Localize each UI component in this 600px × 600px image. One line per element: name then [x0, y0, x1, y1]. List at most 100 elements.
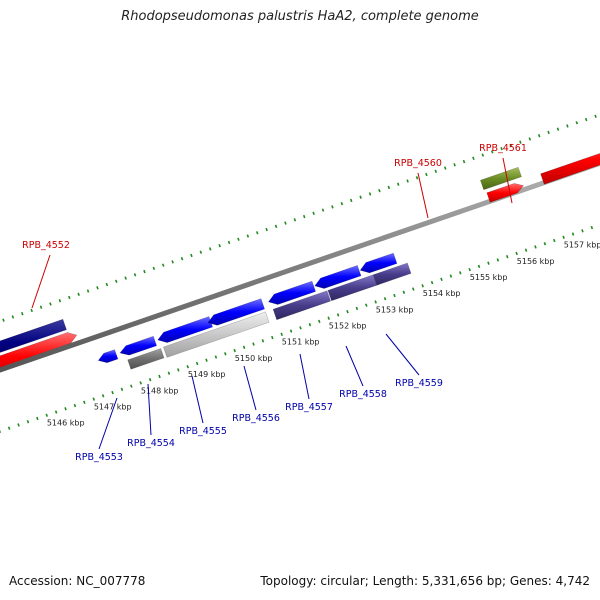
bottom-ruler-tick	[130, 384, 133, 388]
gene-label-bottom[interactable]: RPB_4557	[285, 402, 333, 413]
top-ruler-tick	[425, 172, 428, 177]
top-ruler-tick	[96, 286, 99, 290]
bottom-ruler-tick	[346, 310, 349, 314]
bottom-ruler-tick	[45, 413, 48, 417]
top-ruler-tick	[349, 198, 353, 203]
top-ruler-tick	[415, 176, 419, 180]
gene-rpb-4554-cds[interactable]	[119, 335, 157, 356]
bottom-ruler-tick	[393, 293, 396, 298]
bottom-ruler-tick	[92, 397, 95, 401]
callout-line-bottom	[147, 383, 152, 436]
gene-rpb-4552-band[interactable]	[0, 318, 67, 367]
top-ruler-tick	[171, 260, 174, 264]
top-ruler-tick	[218, 244, 221, 248]
ruler-kbp-label: 5153 kbp	[376, 305, 414, 314]
top-ruler-tick	[500, 146, 503, 151]
gene-label-top[interactable]: RPB_4561	[479, 143, 527, 154]
top-ruler-tick	[265, 227, 268, 232]
top-ruler-tick	[162, 263, 165, 267]
bottom-ruler-tick	[148, 377, 152, 382]
bottom-ruler-tick	[308, 322, 312, 327]
top-ruler-tick	[2, 318, 5, 322]
callout-line-bottom	[385, 333, 420, 376]
ruler-kbp-label: 5157 kbp	[564, 241, 600, 250]
bottom-ruler-tick	[224, 352, 227, 356]
top-ruler-tick	[519, 140, 522, 144]
top-ruler-tick	[105, 282, 109, 287]
top-ruler-tick	[509, 143, 513, 148]
callout-line-bottom	[345, 345, 364, 387]
bottom-ruler-tick	[534, 245, 537, 249]
bottom-ruler-tick	[299, 326, 302, 330]
top-ruler-tick	[472, 156, 475, 161]
bottom-ruler-tick	[318, 319, 321, 324]
gene-rpb-4554-band[interactable]	[127, 348, 165, 370]
bottom-ruler-tick	[496, 258, 500, 262]
top-ruler-tick	[340, 201, 344, 206]
gene-label-bottom[interactable]: RPB_4556	[232, 413, 280, 424]
ruler-kbp-label: 5156 kbp	[517, 257, 555, 266]
bottom-ruler-tick	[242, 345, 246, 349]
bottom-ruler-tick	[430, 280, 434, 285]
top-ruler-tick	[152, 266, 156, 271]
bottom-ruler-tick	[553, 238, 556, 243]
top-ruler-tick	[293, 218, 297, 222]
ruler-kbp-label: 5155 kbp	[470, 273, 508, 282]
ruler-kbp-label: 5148 kbp	[141, 386, 179, 395]
bottom-ruler-tick	[506, 254, 509, 259]
gene-rpb-4559-cds[interactable]	[359, 252, 398, 274]
gene-rpb-4560-cds[interactable]	[486, 183, 525, 203]
gene-rpb-4553-cds[interactable]	[97, 349, 119, 364]
top-ruler-tick	[39, 305, 43, 309]
callout-line-bottom	[299, 353, 310, 400]
gene-label-top[interactable]: RPB_4560	[394, 158, 442, 169]
bottom-ruler-tick	[327, 316, 330, 320]
top-ruler-tick	[331, 205, 334, 209]
bottom-ruler-tick	[581, 229, 584, 233]
bottom-ruler-tick	[214, 355, 218, 359]
top-ruler-tick	[68, 295, 71, 300]
bottom-ruler-tick	[64, 407, 67, 411]
gene-label-bottom[interactable]: RPB_4555	[179, 426, 227, 437]
gene-rpb-4559-band[interactable]	[372, 262, 412, 286]
gene-rpb-4557-cds[interactable]	[268, 280, 316, 305]
bottom-ruler-tick	[374, 300, 377, 304]
bottom-ruler-tick	[17, 423, 20, 427]
top-ruler-tick	[537, 134, 541, 138]
bottom-ruler-tick	[468, 267, 471, 272]
gene-rpb-4552-cds[interactable]	[0, 332, 78, 381]
callout-line-bottom	[243, 365, 257, 411]
gene-rpb-4558-cds[interactable]	[314, 265, 362, 289]
gene-label-top[interactable]: RPB_4552	[22, 240, 70, 251]
top-ruler-tick	[237, 237, 240, 241]
top-ruler-tick	[453, 163, 456, 167]
gene-label-bottom[interactable]: RPB_4558	[339, 389, 387, 400]
callout-line-top	[417, 172, 429, 219]
top-ruler-tick	[86, 289, 90, 293]
bottom-ruler-tick	[120, 387, 124, 392]
top-ruler-tick	[359, 195, 362, 199]
top-ruler-tick	[115, 279, 118, 283]
ruler-kbp-label: 5152 kbp	[329, 322, 367, 331]
gene-rpb-4561-cds[interactable]	[540, 136, 600, 185]
bottom-ruler-tick	[402, 290, 406, 294]
ruler-kbp-label: 5154 kbp	[423, 289, 461, 298]
gene-rpb-4555-cds[interactable]	[157, 316, 213, 343]
bottom-ruler-tick	[590, 225, 594, 230]
top-ruler-tick	[584, 117, 588, 122]
top-ruler-tick	[556, 127, 560, 131]
gene-rpb-4555-band[interactable]	[163, 311, 270, 358]
bottom-ruler-tick	[365, 303, 368, 307]
gene-label-bottom[interactable]: RPB_4553	[75, 452, 123, 463]
bottom-ruler-tick	[186, 365, 189, 369]
top-ruler-tick	[133, 273, 137, 277]
gene-label-bottom[interactable]: RPB_4554	[127, 438, 175, 449]
top-ruler-tick	[396, 182, 400, 186]
bottom-ruler-tick	[487, 261, 490, 265]
gene-rpb-4557-band[interactable]	[272, 290, 331, 321]
gene-rpb-4556-cds[interactable]	[207, 298, 265, 326]
top-ruler-tick	[209, 247, 212, 251]
gene-label-bottom[interactable]: RPB_4559	[395, 378, 443, 389]
bottom-ruler-tick	[543, 242, 547, 246]
